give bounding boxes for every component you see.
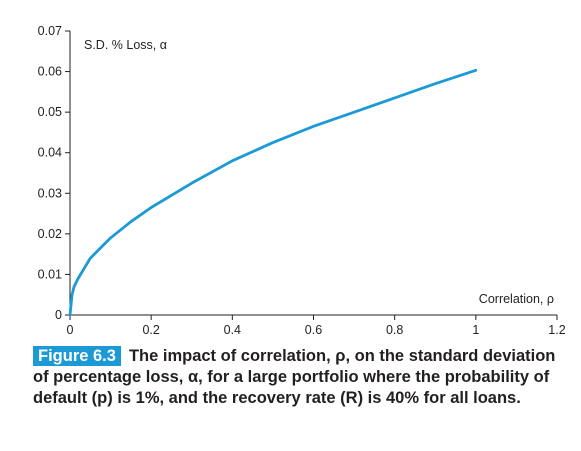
figure-label: Figure 6.3 (33, 346, 121, 366)
y-tick-label: 0.03 (38, 186, 62, 200)
y-tick-label: 0.02 (38, 227, 62, 241)
figure-caption: Figure 6.3 The impact of correlation, ρ, … (33, 346, 573, 409)
y-tick-label: 0.05 (38, 105, 62, 119)
x-tick-label: 0.8 (386, 323, 403, 337)
y-tick-label: 0 (55, 308, 62, 322)
x-tick-label: 0.4 (224, 323, 241, 337)
y-tick-label: 0.01 (38, 267, 62, 281)
x-axis-title: Correlation, ρ (479, 292, 554, 306)
x-tick-label: 0 (67, 323, 74, 337)
y-tick-label: 0.07 (38, 24, 62, 38)
line-chart: 0 0.01 0.02 0.03 0.04 0.05 0.06 0.07 0 0.2 0.4 0.6 0… (38, 24, 566, 337)
series (68, 68, 478, 317)
x-tick-label: 1.2 (548, 323, 565, 337)
y-tick-label: 0.06 (38, 65, 62, 79)
x-tick-label: 0.6 (305, 323, 322, 337)
x-tick-label: 1 (472, 323, 479, 337)
x-tick-label: 0.2 (142, 323, 159, 337)
caption-text: The impact of correlation, ρ, on the sta… (33, 347, 556, 407)
series-line (68, 68, 478, 317)
y-tick-label: 0.04 (38, 146, 62, 160)
ticks: 0 0.01 0.02 0.03 0.04 0.05 0.06 0.07 0 0.2 0.4 0.6 0… (38, 24, 566, 337)
y-axis-title: S.D. % Loss, α (84, 38, 167, 52)
axes (69, 31, 557, 316)
